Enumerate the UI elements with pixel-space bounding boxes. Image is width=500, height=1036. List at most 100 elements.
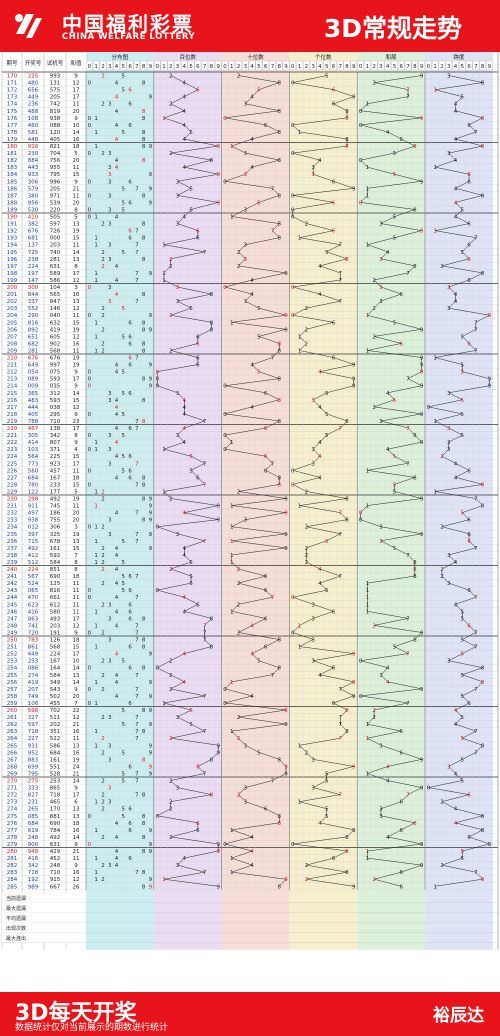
trend-digit-kd: 8: [481, 81, 485, 87]
trend-digit-kd: 5: [461, 334, 465, 340]
trend-digit-hw: 7: [406, 793, 410, 799]
test-number: 851: [50, 567, 61, 573]
test-number: 755: [50, 518, 61, 524]
trend-digit-shi: 2: [237, 489, 241, 495]
distribution-digit: 3: [108, 151, 112, 157]
trend-digit-ge: 2: [305, 327, 309, 333]
distribution-digit: 9: [149, 363, 153, 369]
sum-value: 14: [73, 666, 80, 672]
digit-header-cell: [431, 60, 439, 71]
distribution-digit: 1: [94, 215, 98, 221]
trend-digit-kd: 4: [454, 602, 458, 608]
trend-digit-kd: 7: [474, 348, 478, 354]
trend-digit-hw: 7: [406, 426, 410, 432]
distribution-digit: 3: [108, 391, 112, 397]
draw-number: 236: [28, 102, 39, 108]
sum-value: 3: [74, 525, 78, 531]
trend-digit-ge: 5: [325, 539, 329, 545]
draw-number: 305: [28, 433, 39, 439]
distribution-digit: 7: [135, 278, 139, 284]
trend-digit-hw: 4: [386, 447, 390, 453]
test-number: 167: [50, 659, 61, 665]
draw-number: 682: [28, 341, 39, 347]
digit-header-label: 1: [162, 64, 166, 70]
issue-number: 211: [7, 363, 18, 369]
sum-value: 19: [73, 363, 80, 369]
column-header: 和值: [70, 59, 82, 67]
trend-digit-kd: 5: [461, 736, 465, 742]
issue-number: 200: [7, 285, 18, 291]
trend-digit-kd: 3: [447, 74, 451, 80]
digit-header-label: 6: [467, 64, 471, 70]
trend-digit-bai: 2: [169, 102, 173, 108]
distribution-digit: 6: [128, 102, 132, 108]
issue-number: 277: [7, 828, 18, 834]
issue-number: 249: [7, 630, 18, 636]
trend-digit-shi: 5: [257, 200, 261, 206]
distribution-digit: 7: [135, 729, 139, 735]
sum-value: 9: [74, 179, 78, 185]
sum-value: 12: [73, 278, 80, 284]
distribution-digit: 7: [135, 673, 139, 679]
trend-digit-shi: 2: [237, 793, 241, 799]
draw-number: 448: [28, 137, 39, 143]
sum-value: 9: [74, 440, 78, 446]
test-number: 997: [50, 363, 61, 369]
issue-number: 285: [7, 884, 18, 890]
draw-number: 883: [28, 757, 39, 763]
trend-digit-hw: 5: [393, 489, 397, 495]
test-number: 205: [50, 95, 61, 101]
distribution-digit: 9: [149, 200, 153, 206]
trend-digit-ge: 3: [311, 602, 315, 608]
trend-digit-kd: 3: [447, 447, 451, 453]
trend-digit-ge: 7: [339, 736, 343, 742]
trend-digit-bai: 3: [176, 391, 180, 397]
trend-digit-kd: 1: [433, 489, 437, 495]
distribution-digit: 9: [149, 518, 153, 524]
distribution-digit: 2: [101, 151, 105, 157]
trend-digit-ge: 9: [352, 764, 356, 770]
issue-number: 198: [7, 271, 18, 277]
issue-number: 239: [7, 560, 18, 566]
issue-number: 278: [7, 835, 18, 841]
test-number: 502: [50, 694, 61, 700]
issue-number: 220: [7, 426, 18, 432]
trend-digit-kd: 9: [488, 384, 492, 390]
trend-digit-kd: 0: [427, 786, 431, 792]
distribution-digit: 3: [108, 299, 112, 305]
trend-digit-ge: 7: [339, 299, 343, 305]
digit-header-cell: [472, 60, 480, 71]
trend-digit-hw: 6: [400, 292, 404, 298]
trend-digit-ge: 3: [311, 447, 315, 453]
trend-digit-kd: 8: [481, 666, 485, 672]
trend-digit-bai: 4: [183, 856, 187, 862]
trend-digit-shi: 1: [230, 215, 234, 221]
issue-number: 191: [7, 222, 18, 228]
trend-digit-shi: 8: [277, 348, 281, 354]
sum-value: 5: [74, 215, 78, 221]
test-number: 568: [50, 348, 61, 354]
distribution-digit: 8: [142, 320, 146, 326]
trend-digit-kd: 7: [474, 870, 478, 876]
distribution-digit: 2: [101, 807, 105, 813]
digit-header-label: 3: [244, 64, 248, 70]
trend-digit-hw: 5: [393, 320, 397, 326]
digit-header-label: 6: [400, 64, 404, 70]
sum-value: 3: [74, 285, 78, 291]
trend-digit-ge: 2: [305, 525, 309, 531]
distribution-digit: 4: [115, 673, 119, 679]
trend-digit-bai: 5: [189, 306, 193, 312]
test-number: 955: [50, 165, 61, 171]
trend-digit-bai: 6: [196, 602, 200, 608]
digit-header-label: 2: [372, 64, 376, 70]
footer-bar: 3D每天开奖 数据统计仅对当前展示的期数进行统计 裕辰达: [0, 992, 500, 1036]
distribution-digit: 2: [101, 687, 105, 693]
distribution-digit: 1: [94, 320, 98, 326]
test-number: 631: [50, 264, 61, 270]
draw-number: 552: [28, 306, 39, 312]
sum-value: 17: [73, 271, 80, 277]
trend-digit-bai: 2: [169, 807, 173, 813]
draw-number: 327: [28, 715, 39, 721]
trend-digit-hw: 2: [372, 623, 376, 629]
trend-digit-kd: 7: [474, 645, 478, 651]
